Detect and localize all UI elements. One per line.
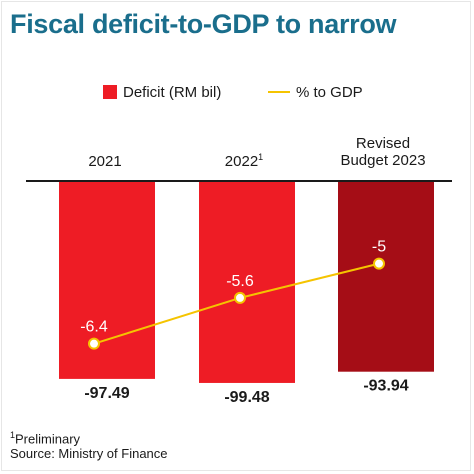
category-label-2022: 20221 (224, 152, 264, 171)
footnote-preliminary: 1Preliminary (10, 430, 81, 447)
deficit-bar (338, 181, 434, 372)
gdp-percent-point (373, 257, 385, 270)
chart-title: Fiscal deficit-to-GDP to narrow (10, 9, 397, 39)
bar-value-label: -97.49 (84, 385, 129, 402)
legend-bar-entry: Deficit (RM bil) (103, 84, 221, 101)
category-label-revised-budget-2023: Revised Budget 2023 (340, 135, 426, 169)
gdp-percent-point (88, 337, 100, 350)
gdp-percent-label: -5 (372, 239, 386, 256)
legend-line-swatch (268, 91, 290, 93)
legend-line-entry: % to GDP (268, 84, 363, 101)
footnote-source: Source: Ministry of Finance (10, 446, 168, 461)
bar-value-label: -93.94 (363, 378, 408, 395)
gdp-percent-label: -6.4 (80, 319, 108, 336)
gdp-percent-point (234, 291, 246, 304)
legend-bar-swatch (103, 85, 117, 99)
deficit-bar (199, 181, 295, 383)
deficit-bar (59, 181, 155, 379)
bar-value-label: -99.48 (224, 389, 269, 406)
gdp-percent-label: -5.6 (226, 273, 254, 290)
legend-line-label: % to GDP (296, 84, 363, 101)
category-label-2021: 2021 (88, 153, 122, 170)
legend-bar-label: Deficit (RM bil) (123, 84, 222, 101)
